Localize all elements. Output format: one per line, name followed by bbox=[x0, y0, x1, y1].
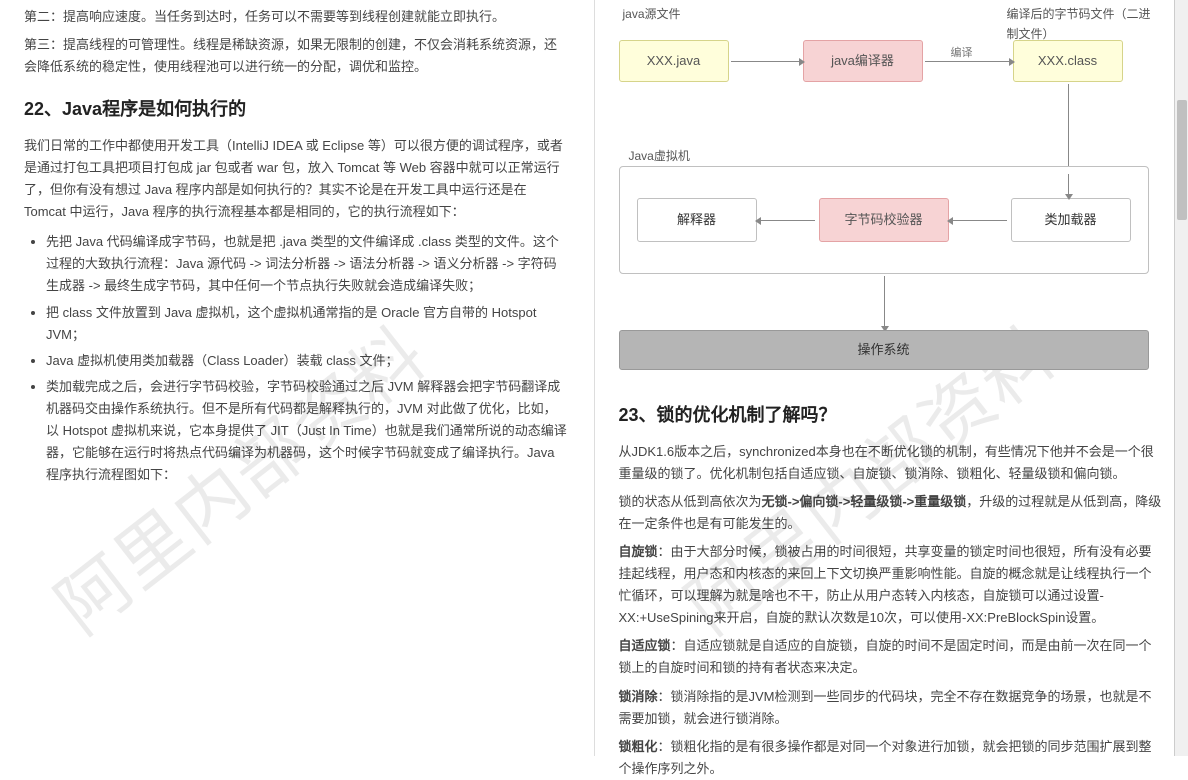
box-interpreter: 解释器 bbox=[637, 198, 757, 242]
arrow-verifier-to-interpreter bbox=[761, 220, 815, 221]
text-span: ：锁消除指的是JVM检测到一些同步的代码块，完全不存在数据竞争的场景，也就是不需… bbox=[619, 689, 1152, 726]
arrow-src-to-compiler bbox=[731, 61, 799, 62]
heading-23: 23、锁的优化机制了解吗？ bbox=[619, 400, 1165, 431]
scrollbar-thumb[interactable] bbox=[1177, 100, 1187, 220]
label-java-source: java源文件 bbox=[623, 4, 681, 24]
list-item: 先把 Java 代码编译成字节码，也就是把 .java 类型的文件编译成 .cl… bbox=[46, 231, 570, 297]
para-22-intro: 我们日常的工作中都使用开发工具（IntelliJ IDEA 或 Eclipse … bbox=[24, 135, 570, 223]
lock-states-bold: 无锁->偏向锁->轻量级锁->重量级锁 bbox=[762, 494, 967, 509]
right-page: 阿里内部资料 java源文件 编译后的字节码文件（二进制文件） XXX.java… bbox=[595, 0, 1188, 756]
box-java-compiler: java编译器 bbox=[803, 40, 923, 82]
box-verifier: 字节码校验器 bbox=[819, 198, 949, 242]
box-os: 操作系统 bbox=[619, 330, 1149, 370]
left-page: 阿里内部资料 第二：提高响应速度。当任务到达时，任务可以不需要等到线程创建就能立… bbox=[0, 0, 595, 756]
lock-elim-label: 锁消除 bbox=[619, 689, 658, 704]
para-speed: 第二：提高响应速度。当任务到达时，任务可以不需要等到线程创建就能立即执行。 bbox=[24, 6, 570, 28]
box-class-file: XXX.class bbox=[1013, 40, 1123, 82]
para-23-2: 锁的状态从低到高依次为无锁->偏向锁->轻量级锁->重量级锁，升级的过程就是从低… bbox=[619, 491, 1165, 535]
para-adaptive-lock: 自适应锁：自适应锁就是自适应的自旋锁，自旋的时间不是固定时间，而是由前一次在同一… bbox=[619, 635, 1165, 679]
arrow-into-loader bbox=[1068, 174, 1069, 194]
arrow-label-compile: 编译 bbox=[951, 44, 973, 63]
text-span: ：锁粗化指的是有很多操作都是对同一个对象进行加锁，就会把锁的同步范围扩展到整个操… bbox=[619, 739, 1152, 776]
spin-lock-label: 自旋锁 bbox=[619, 544, 658, 559]
text-span: ：由于大部分时候，锁被占用的时间很短，共享变量的锁定时间也很短，所有没有必要挂起… bbox=[619, 544, 1152, 625]
list-item: 类加载完成之后，会进行字节码校验，字节码校验通过之后 JVM 解释器会把字节码翻… bbox=[46, 376, 570, 486]
para-manage: 第三：提高线程的可管理性。线程是稀缺资源，如果无限制的创建，不仅会消耗系统资源，… bbox=[24, 34, 570, 78]
list-item: 把 class 文件放置到 Java 虚拟机，这个虚拟机通常指的是 Oracle… bbox=[46, 302, 570, 346]
java-execution-diagram: java源文件 编译后的字节码文件（二进制文件） XXX.java java编译… bbox=[619, 4, 1159, 384]
heading-22: 22、Java程序是如何执行的 bbox=[24, 94, 570, 125]
para-spin-lock: 自旋锁：由于大部分时候，锁被占用的时间很短，共享变量的锁定时间也很短，所有没有必… bbox=[619, 541, 1165, 629]
arrow-class-to-loader bbox=[1068, 84, 1069, 172]
vertical-scrollbar[interactable] bbox=[1174, 0, 1188, 756]
text-span: ：自适应锁就是自适应的自旋锁，自旋的时间不是固定时间，而是由前一次在同一个锁上的… bbox=[619, 638, 1152, 675]
label-class-file: 编译后的字节码文件（二进制文件） bbox=[1007, 4, 1157, 45]
box-loader: 类加载器 bbox=[1011, 198, 1131, 242]
lock-coarse-label: 锁粗化 bbox=[619, 739, 658, 754]
text-span: 锁的状态从低到高依次为 bbox=[619, 494, 762, 509]
list-item: Java 虚拟机使用类加载器（Class Loader）装载 class 文件； bbox=[46, 350, 570, 372]
page-container: 阿里内部资料 第二：提高响应速度。当任务到达时，任务可以不需要等到线程创建就能立… bbox=[0, 0, 1188, 756]
para-lock-coarsen: 锁粗化：锁粗化指的是有很多操作都是对同一个对象进行加锁，就会把锁的同步范围扩展到… bbox=[619, 736, 1165, 780]
para-23-1: 从JDK1.6版本之后，synchronized本身也在不断优化锁的机制，有些情… bbox=[619, 441, 1165, 485]
execution-steps-list: 先把 Java 代码编译成字节码，也就是把 .java 类型的文件编译成 .cl… bbox=[24, 231, 570, 486]
arrow-to-os bbox=[884, 276, 885, 326]
label-jvm: Java虚拟机 bbox=[629, 146, 690, 166]
box-java-file: XXX.java bbox=[619, 40, 729, 82]
adaptive-lock-label: 自适应锁 bbox=[619, 638, 671, 653]
arrow-loader-to-verifier bbox=[953, 220, 1007, 221]
para-lock-elimination: 锁消除：锁消除指的是JVM检测到一些同步的代码块，完全不存在数据竞争的场景，也就… bbox=[619, 686, 1165, 730]
